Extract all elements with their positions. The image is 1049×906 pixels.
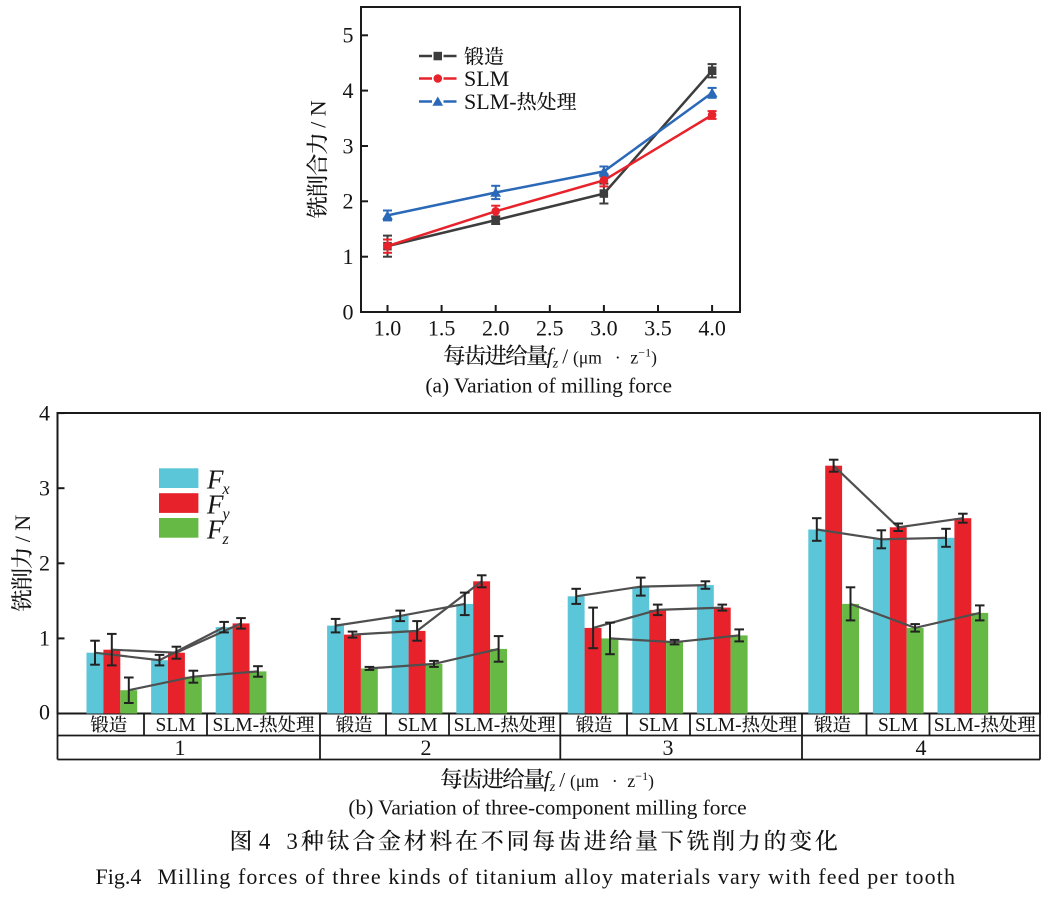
svg-text:5: 5 [343,23,354,48]
svg-text:2: 2 [343,189,354,214]
svg-text:·: · [612,771,618,791]
svg-text:SLM: SLM [878,715,918,736]
svg-text:SLM-: SLM- [464,89,517,114]
svg-text:0: 0 [39,699,50,724]
svg-text:3: 3 [343,133,354,158]
svg-text:3: 3 [286,829,298,854]
svg-text:4: 4 [343,78,354,103]
svg-text:z: z [552,357,559,372]
svg-text:1: 1 [39,626,50,651]
svg-text:): ) [648,771,654,791]
svg-text:(b) Variation of three-compone: (b) Variation of three-component milling… [348,796,746,820]
svg-text:2: 2 [39,551,50,576]
svg-text:SLM-: SLM- [454,715,501,736]
svg-text:(μm: (μm [573,348,602,368]
svg-text:x: x [222,481,230,498]
svg-text:/ N: / N [305,100,330,133]
svg-text:4.0: 4.0 [698,316,726,341]
svg-text:4: 4 [916,735,927,760]
svg-text:2.5: 2.5 [536,316,564,341]
svg-text:F: F [206,514,224,544]
svg-text:SLM: SLM [464,66,509,91]
svg-text:y: y [221,506,231,523]
svg-text:SLM: SLM [397,715,437,736]
svg-text:1: 1 [175,735,186,760]
svg-text:SLM: SLM [638,715,678,736]
svg-text:/ N: / N [10,515,35,548]
svg-text:SLM-: SLM- [934,715,981,736]
svg-text:SLM: SLM [155,715,195,736]
svg-text:3: 3 [39,476,50,501]
svg-text:0: 0 [343,299,354,324]
svg-text:1.0: 1.0 [374,316,402,341]
svg-text:f: f [547,344,556,369]
svg-text:Fig.4: Fig.4 [96,864,142,889]
svg-text:4: 4 [259,829,271,854]
svg-text:−1: −1 [635,769,648,783]
svg-text:Milling forces of three kinds: Milling forces of three kinds of titaniu… [158,864,956,889]
svg-text:1: 1 [343,244,354,269]
svg-text:(a) Variation of milling force: (a) Variation of milling force [425,374,672,398]
svg-text:3.0: 3.0 [590,316,618,341]
svg-text:1.5: 1.5 [428,316,456,341]
svg-text:z: z [630,348,638,368]
svg-text:z: z [627,771,635,791]
svg-text:F: F [206,465,224,495]
svg-text:SLM-: SLM- [695,715,742,736]
svg-text:/: / [559,768,565,792]
svg-text:SLM-: SLM- [213,715,260,736]
svg-text:2.0: 2.0 [482,316,510,341]
svg-text:−1: −1 [638,346,651,360]
svg-text:·: · [615,348,621,368]
svg-text:F: F [206,490,224,520]
svg-text:(μm: (μm [570,771,599,791]
svg-text:3.5: 3.5 [644,316,672,341]
svg-text:f: f [544,767,553,792]
svg-text:/: / [562,345,568,369]
svg-text:3: 3 [663,735,674,760]
svg-text:z: z [549,780,556,795]
svg-text:4: 4 [39,400,50,425]
svg-text:2: 2 [421,735,432,760]
svg-text:z: z [222,531,230,548]
svg-text:): ) [651,348,657,368]
